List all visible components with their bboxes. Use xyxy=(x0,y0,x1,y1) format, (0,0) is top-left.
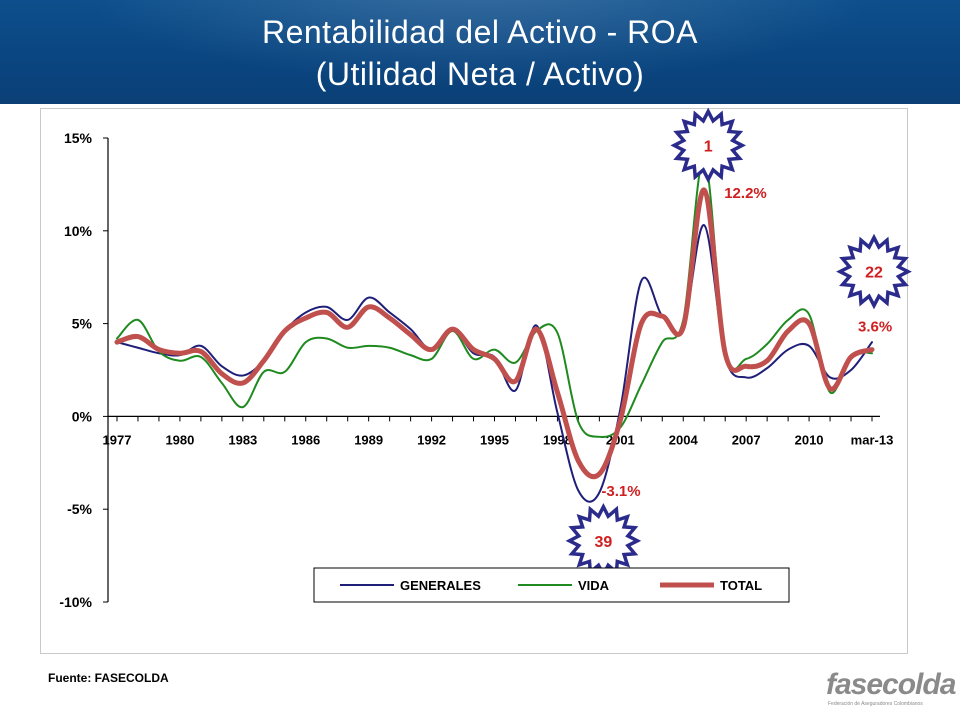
x-tick-label: 1995 xyxy=(480,432,509,447)
fasecolda-logo: fasecolda Federación de Aseguradores Col… xyxy=(826,668,956,712)
y-tick-label: 0% xyxy=(72,408,93,424)
source-note: Fuente: FASECOLDA xyxy=(48,671,169,685)
rank-badge-label: 1 xyxy=(704,138,713,155)
value-callout: -3.1% xyxy=(601,483,640,500)
x-tick-label: 2004 xyxy=(669,432,699,447)
rank-badge-label: 22 xyxy=(865,265,883,282)
chart-panel xyxy=(40,108,908,654)
y-tick-label: -10% xyxy=(59,594,92,610)
rank-badge-label: 39 xyxy=(594,534,612,551)
legend-label: TOTAL xyxy=(720,578,762,593)
logo-wordmark: fasecolda xyxy=(826,668,956,701)
value-callout: 3.6% xyxy=(858,319,892,336)
x-tick-label: mar-13 xyxy=(851,432,894,447)
y-tick-label: -5% xyxy=(67,501,92,517)
y-tick-label: 5% xyxy=(72,316,93,332)
rank-badge-star xyxy=(836,233,912,310)
x-tick-label: 1983 xyxy=(228,432,257,447)
series-line-vida xyxy=(116,157,873,439)
title-line-1: Rentabilidad del Activo - ROA xyxy=(261,14,699,50)
x-tick-label: 2010 xyxy=(795,432,824,447)
x-tick-label: 1992 xyxy=(417,432,446,447)
value-callout: 12.2% xyxy=(724,185,767,202)
legend-label: VIDA xyxy=(578,578,610,593)
y-tick-label: 10% xyxy=(64,223,93,239)
x-tick-label: 2007 xyxy=(732,432,761,447)
series-line-generales xyxy=(116,224,873,503)
title-line-2: (Utilidad Neta / Activo) xyxy=(315,56,645,92)
title-banner: Rentabilidad del Activo - ROA (Utilidad … xyxy=(0,0,960,104)
legend-label: GENERALES xyxy=(400,578,481,593)
banner-sheen xyxy=(0,0,960,104)
x-tick-label: 1977 xyxy=(103,432,132,447)
x-tick-label: 1986 xyxy=(291,432,320,447)
series-line-total xyxy=(114,187,875,480)
logo-tagline: Federación de Aseguradores Colombianos xyxy=(828,701,923,707)
x-tick-label: 1989 xyxy=(354,432,383,447)
y-tick-label: 15% xyxy=(64,130,93,146)
rank-badge-star xyxy=(670,107,747,184)
x-tick-label: 1980 xyxy=(165,432,194,447)
